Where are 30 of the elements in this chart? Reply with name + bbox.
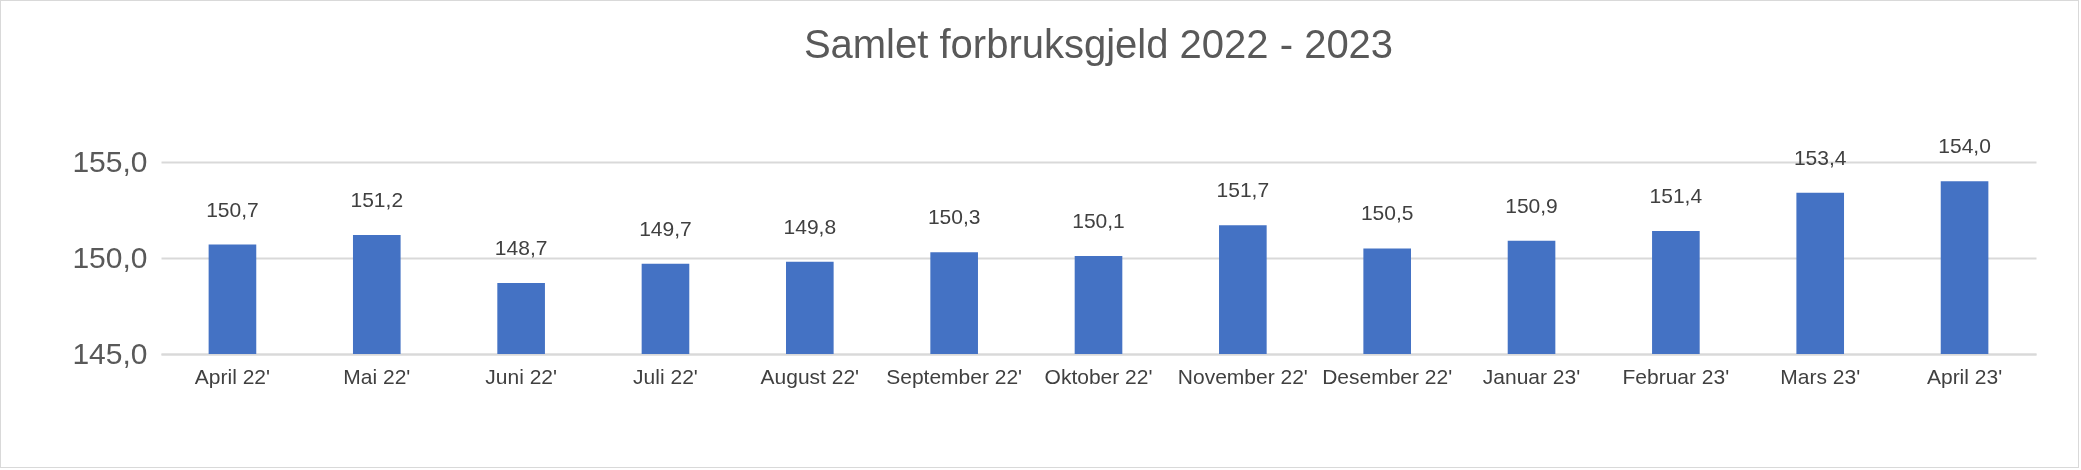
data-label: 150,5	[1360, 201, 1414, 225]
y-tick-label: 145,0	[72, 336, 148, 370]
data-label: 151,2	[350, 187, 404, 211]
data-label: 149,7	[639, 216, 692, 240]
x-tick-label: Juli 22'	[633, 364, 698, 388]
x-tick-label: Mai 22'	[343, 364, 411, 388]
x-tick-label: Februar 23'	[1622, 364, 1730, 388]
data-label: 150,3	[927, 205, 981, 229]
data-label: 149,8	[783, 214, 837, 238]
data-label: 150,1	[1072, 209, 1125, 233]
data-label: 154,0	[1938, 134, 1991, 158]
data-label: 148,7	[494, 235, 548, 259]
x-tick-label: Desember 22'	[1322, 364, 1453, 388]
data-label: 150,7	[206, 197, 259, 221]
data-label: 151,4	[1649, 184, 1703, 208]
x-tick-label: April 22'	[194, 364, 271, 388]
x-tick-label: Oktober 22'	[1044, 364, 1153, 388]
y-tick-label: 155,0	[72, 144, 148, 178]
x-tick-label: August 22'	[760, 364, 860, 388]
data-label: 153,4	[1793, 145, 1847, 169]
x-tick-label: Mars 23'	[1780, 364, 1861, 388]
chart-title: Samlet forbruksgjeld 2022 - 2023	[803, 22, 1394, 67]
y-tick-label: 150,0	[72, 240, 148, 274]
x-tick-label: Januar 23'	[1482, 364, 1581, 388]
x-tick-label: November 22'	[1177, 364, 1308, 388]
x-tick-label: Juni 22'	[485, 364, 557, 388]
data-label: 151,7	[1216, 178, 1270, 202]
data-label: 150,9	[1505, 193, 1558, 217]
x-tick-label: April 23'	[1926, 364, 2003, 388]
x-tick-label: September 22'	[886, 364, 1023, 388]
